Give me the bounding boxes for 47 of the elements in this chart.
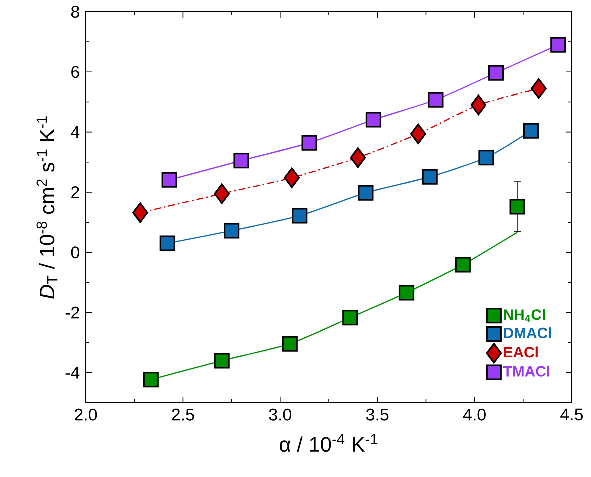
- legend-label: DMACl: [504, 328, 552, 339]
- point: [214, 184, 230, 204]
- point: [214, 353, 230, 369]
- point: [410, 124, 426, 144]
- legend-label: EACl: [504, 346, 538, 358]
- point: [162, 172, 178, 188]
- point: [531, 78, 547, 99]
- point: [284, 168, 300, 188]
- point: [455, 257, 471, 273]
- point: [350, 148, 366, 168]
- legend-label: TMACl: [503, 366, 550, 377]
- point: [366, 112, 382, 128]
- y-tick-label: -4: [66, 367, 80, 379]
- y-tick-label: 2: [72, 186, 80, 198]
- y-tick-label: 6: [72, 66, 80, 78]
- x-tick-label: 2.5: [172, 408, 194, 421]
- point: [224, 223, 240, 239]
- point: [282, 336, 298, 352]
- point: [358, 185, 374, 201]
- point: [234, 153, 250, 169]
- y-tick-label: 4: [71, 126, 80, 138]
- point: [478, 150, 494, 166]
- y-tick-label: -2: [66, 306, 80, 319]
- legend-label: NH$_{4}$Cl: [504, 309, 546, 322]
- x-tick-label: 4.0: [463, 408, 486, 421]
- point: [143, 372, 159, 388]
- point: [398, 285, 415, 301]
- x-tick-label: 3.0: [269, 408, 292, 421]
- point: [523, 123, 539, 139]
- point: [550, 37, 566, 53]
- x-tick-label: 2.0: [75, 408, 98, 421]
- x-tick-label: 4.5: [560, 408, 584, 421]
- point: [470, 94, 487, 116]
- y-tick-label: 0: [71, 246, 80, 259]
- y-tick-label: 8: [71, 6, 80, 18]
- point: [422, 169, 438, 185]
- point: [488, 65, 504, 81]
- x-tick-label: 3.5: [366, 408, 389, 421]
- point: [292, 208, 308, 224]
- point: [160, 236, 176, 252]
- point: [428, 92, 444, 108]
- point: [302, 135, 318, 151]
- point: [342, 310, 358, 326]
- x-axis-title: α / 10$^{-4}$ K$^{-1}$: [280, 434, 378, 452]
- text: D$_{T}$ / 10$^{-8}$ cm$^{2}$ s$^{-1}$ K$^{-1}$: [36, 116, 58, 299]
- point: [510, 199, 526, 215]
- point: [132, 202, 148, 224]
